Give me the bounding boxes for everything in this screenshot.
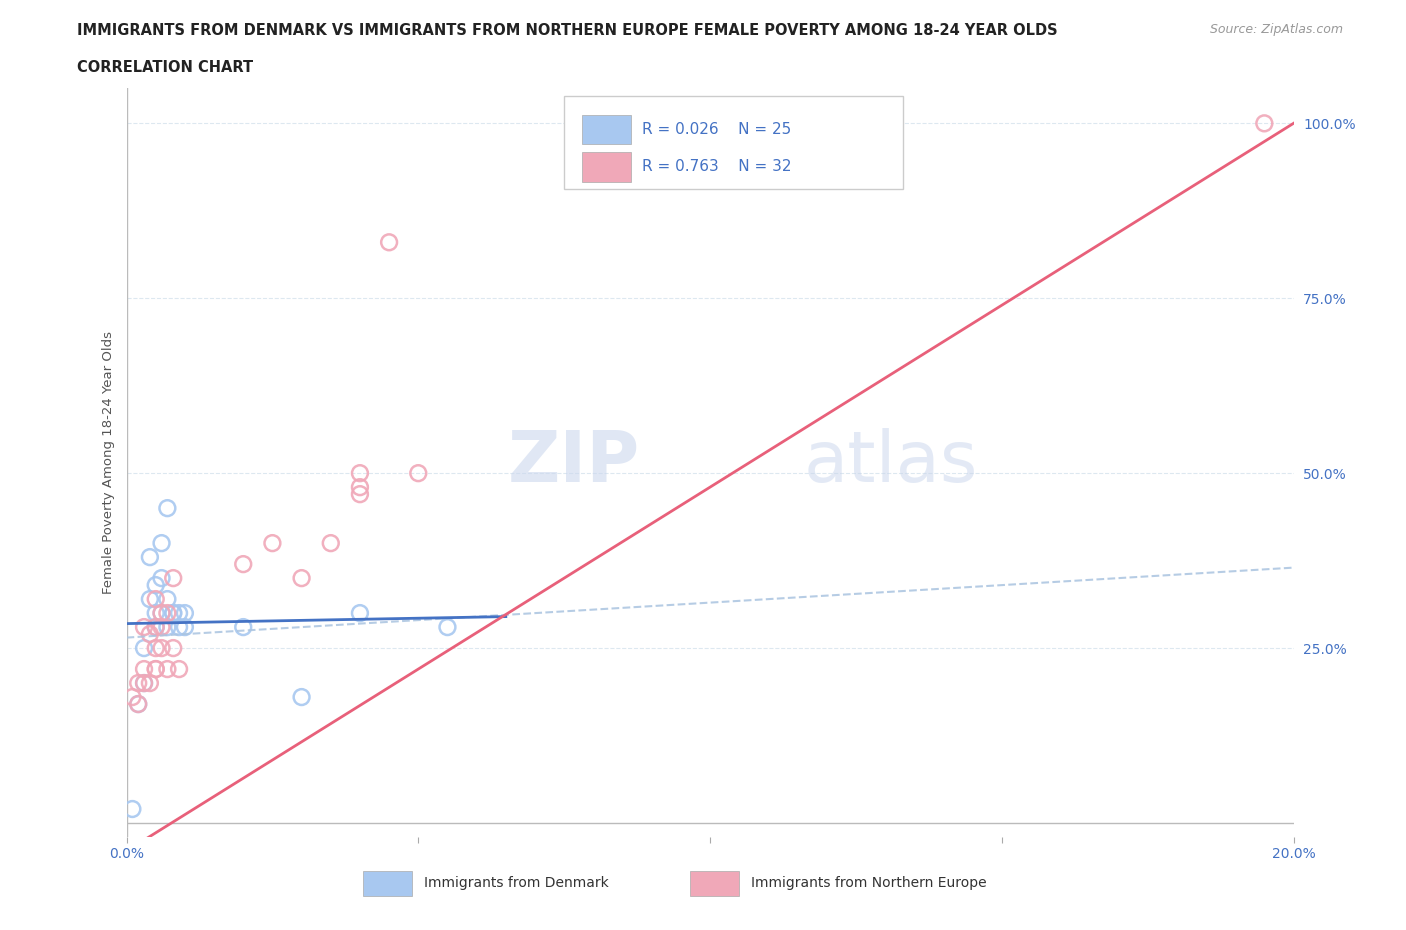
Point <box>349 605 371 620</box>
Point <box>167 661 190 676</box>
Point <box>145 661 167 676</box>
Point <box>378 235 401 250</box>
Point <box>167 605 190 620</box>
Point <box>139 675 162 690</box>
Point <box>156 619 179 634</box>
Point <box>1253 116 1275 131</box>
Point <box>162 605 184 620</box>
Point <box>156 605 179 620</box>
Point <box>150 641 173 656</box>
Point <box>132 675 155 690</box>
FancyBboxPatch shape <box>582 114 631 144</box>
Point <box>349 480 371 495</box>
Point <box>436 619 458 634</box>
Y-axis label: Female Poverty Among 18-24 Year Olds: Female Poverty Among 18-24 Year Olds <box>103 331 115 594</box>
Point <box>262 536 284 551</box>
Point <box>408 466 430 481</box>
Point <box>290 690 312 705</box>
Point <box>845 137 868 152</box>
Point <box>145 578 167 592</box>
Point <box>150 619 173 634</box>
FancyBboxPatch shape <box>582 152 631 182</box>
Point <box>145 619 167 634</box>
Point <box>121 690 143 705</box>
Point <box>132 641 155 656</box>
Point <box>127 675 149 690</box>
FancyBboxPatch shape <box>363 870 412 897</box>
FancyBboxPatch shape <box>564 96 903 190</box>
Point <box>156 500 179 515</box>
Point <box>156 661 179 676</box>
Point <box>167 619 190 634</box>
Point <box>349 486 371 501</box>
Point <box>132 661 155 676</box>
Point <box>156 591 179 606</box>
Text: IMMIGRANTS FROM DENMARK VS IMMIGRANTS FROM NORTHERN EUROPE FEMALE POVERTY AMONG : IMMIGRANTS FROM DENMARK VS IMMIGRANTS FR… <box>77 23 1057 38</box>
Point <box>162 571 184 586</box>
Point <box>145 619 167 634</box>
Point <box>145 661 167 676</box>
Point <box>127 697 149 711</box>
Text: CORRELATION CHART: CORRELATION CHART <box>77 60 253 75</box>
Point <box>145 641 167 656</box>
FancyBboxPatch shape <box>690 870 740 897</box>
Text: Immigrants from Denmark: Immigrants from Denmark <box>425 876 609 890</box>
Text: R = 0.763    N = 32: R = 0.763 N = 32 <box>643 159 792 175</box>
Point <box>139 591 162 606</box>
Point <box>132 619 155 634</box>
Point <box>145 591 167 606</box>
Text: Immigrants from Northern Europe: Immigrants from Northern Europe <box>751 876 987 890</box>
Text: ZIP: ZIP <box>508 428 640 498</box>
Point <box>150 605 173 620</box>
Point <box>150 571 173 586</box>
Point <box>132 675 155 690</box>
Point <box>349 466 371 481</box>
Point <box>139 627 162 642</box>
Point <box>162 605 184 620</box>
Point <box>290 571 312 586</box>
Point <box>174 605 197 620</box>
Point <box>150 536 173 551</box>
Point <box>174 619 197 634</box>
Text: atlas: atlas <box>803 428 977 498</box>
Point <box>232 619 254 634</box>
Point <box>150 605 173 620</box>
Point <box>145 605 167 620</box>
Point <box>127 697 149 711</box>
Point <box>319 536 342 551</box>
Point <box>121 802 143 817</box>
Text: Source: ZipAtlas.com: Source: ZipAtlas.com <box>1209 23 1343 36</box>
Text: R = 0.026    N = 25: R = 0.026 N = 25 <box>643 122 792 137</box>
Point <box>139 550 162 565</box>
Point <box>232 557 254 572</box>
Point <box>162 641 184 656</box>
